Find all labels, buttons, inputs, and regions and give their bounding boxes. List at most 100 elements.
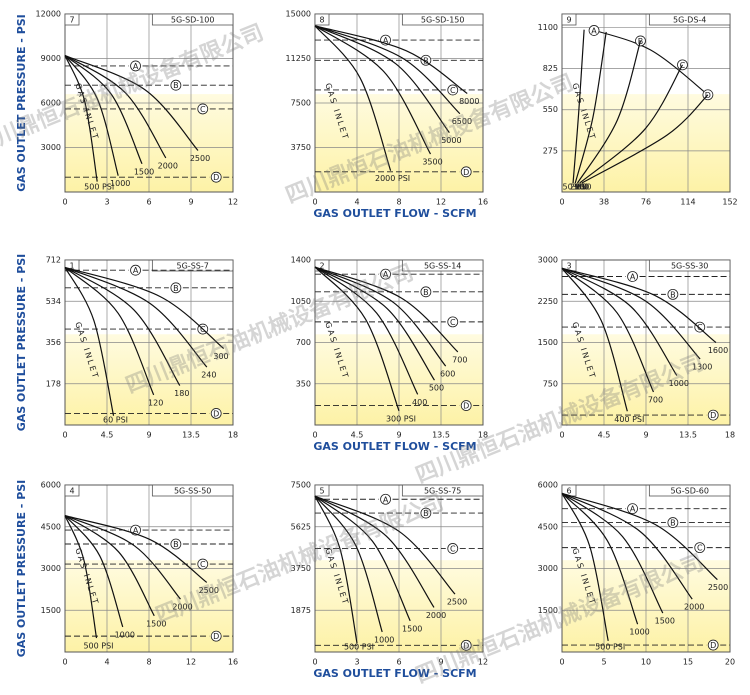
model-label: 5G-SD-100 (171, 16, 215, 25)
x-tick-label: 16 (478, 198, 488, 207)
limit-letter: C (200, 105, 206, 114)
limit-letter: D (710, 411, 716, 420)
limit-marker (130, 264, 141, 276)
model-box (151, 259, 234, 272)
pressure-curve (561, 493, 609, 641)
x-tick-label: 0 (559, 198, 564, 207)
x-axis-title: GAS OUTLET FLOW - SCFM (313, 207, 476, 220)
y-tick-label: 15000 (286, 10, 311, 19)
chart-number: 5 (319, 487, 324, 496)
x-tick-label: 20 (725, 658, 735, 667)
y-tick-label: 1500 (538, 606, 558, 615)
y-tick-label: 534 (46, 297, 61, 306)
y-tick-label: 4500 (41, 522, 61, 531)
x-tick-label: 12 (186, 658, 196, 667)
pressure-curve (314, 495, 383, 633)
curve-label: 700 (648, 396, 663, 405)
y-tick-label: 3000 (41, 143, 61, 152)
pressure-curve (64, 54, 199, 151)
y-tick-label: 6000 (41, 99, 61, 108)
x-tick-label: 15 (683, 658, 693, 667)
limit-letter: C (697, 323, 703, 332)
curve-label: 1500 (146, 619, 166, 628)
limit-letter: D (463, 168, 469, 177)
plot-frame (561, 484, 731, 653)
limit-marker (170, 282, 182, 294)
pressure-curve (574, 31, 607, 184)
curve-label: 650 (576, 183, 591, 192)
y-tick-label: 9000 (41, 54, 61, 63)
limit-marker (447, 543, 459, 554)
curve-label: 3500 (422, 158, 442, 167)
x-tick-label: 0 (312, 658, 317, 667)
x-tick-label: 152 (722, 198, 737, 207)
limit-marker (447, 84, 459, 96)
pressure-curve (561, 492, 639, 625)
limit-letter: C (697, 544, 703, 553)
curve-label: 6500 (452, 117, 472, 126)
x-tick-label: 0 (559, 658, 564, 667)
x-tick-label: 16 (228, 658, 238, 667)
pressure-curve (561, 267, 628, 412)
curve-label: 2000 (426, 611, 446, 620)
curve-label: 2500 (708, 583, 728, 592)
limit-letter: D (213, 409, 219, 418)
pressure-curve (561, 267, 701, 360)
pressure-curve (64, 515, 98, 639)
y-tick-label: 350 (296, 379, 311, 388)
limit-letter: C (450, 86, 456, 95)
curve-label: 500 PSI (83, 642, 113, 651)
pressure-curve (64, 267, 115, 416)
curve-label: 240 (201, 371, 216, 380)
chart-number-box (64, 13, 80, 26)
limit-letter: A (133, 266, 139, 275)
curve-label: 2000 (158, 161, 178, 170)
y-tick-label: 356 (46, 338, 61, 347)
limit-letter: A (630, 273, 636, 282)
x-tick-label: 10 (641, 658, 651, 667)
y-tick-label: 1050 (291, 297, 311, 306)
curve-label: 1500 (655, 617, 675, 626)
x-tick-label: 9 (188, 198, 193, 207)
x-tick-label: 3 (354, 658, 359, 667)
model-box (151, 13, 234, 26)
limit-marker (694, 542, 706, 554)
model-label: 5G-SS-14 (424, 262, 461, 271)
limit-letter: A (383, 495, 389, 504)
pressure-curve (64, 266, 208, 368)
plot-frame (314, 13, 484, 193)
y-tick-label: 7500 (291, 99, 311, 108)
curve-label: 120 (148, 398, 163, 407)
chart-number: 2 (319, 262, 324, 271)
limit-letter: B (423, 509, 429, 518)
limit-letter: B (423, 288, 429, 297)
y-tick-label: 3000 (538, 256, 558, 265)
model-box (401, 259, 484, 272)
y-axis-title: GAS OUTLET PRESSURE - PSI (15, 254, 28, 432)
limit-marker (460, 166, 472, 178)
x-tick-label: 9 (643, 431, 648, 440)
curve-label: 500 PSI (84, 183, 114, 192)
limit-letter: C (450, 318, 456, 327)
limit-marker (170, 538, 182, 550)
limit-marker (627, 503, 638, 515)
pressure-curve (561, 492, 664, 614)
curve-label: 700 (452, 355, 467, 364)
model-box (648, 13, 731, 26)
limit-marker (460, 639, 472, 651)
model-label: 5G-DS-4 (673, 16, 706, 25)
y-tick-label: 550 (543, 105, 558, 114)
limit-marker (588, 25, 600, 36)
limit-letter: B (173, 540, 179, 549)
curve-label: 500 (574, 183, 589, 192)
model-label: 5G-SS-75 (424, 487, 461, 496)
x-tick-label: 114 (680, 198, 695, 207)
limit-marker (420, 286, 432, 298)
limit-marker (460, 400, 472, 411)
model-label: 5G-SD-60 (670, 487, 708, 496)
pressure-curve (314, 495, 456, 595)
x-tick-label: 12 (478, 658, 488, 667)
y-tick-label: 712 (46, 256, 61, 265)
y-tick-label: 6000 (538, 481, 558, 490)
curve-label: 600 (440, 370, 455, 379)
